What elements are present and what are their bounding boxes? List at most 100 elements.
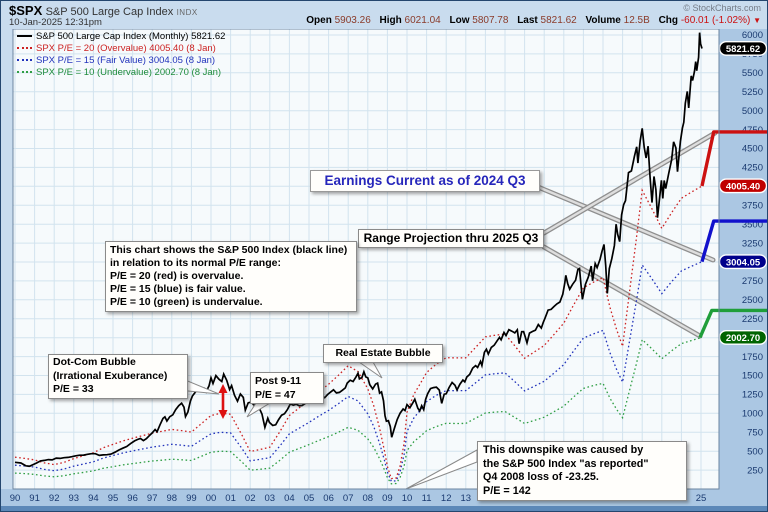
y-tick-label: 4250: [742, 163, 763, 174]
y-tick-label: 5500: [742, 68, 763, 79]
high-label: High: [379, 15, 402, 26]
y-tick-label: 1000: [742, 409, 763, 420]
legend-text: S&P 500 Large Cap Index (Monthly) 5821.6…: [36, 31, 226, 42]
y-tick-label: 2250: [742, 314, 763, 325]
x-tick-label: 11: [422, 493, 432, 504]
annotation-line: Dot-Com Bubble: [53, 356, 136, 368]
price-pill-label: 5821.62: [726, 44, 760, 55]
low-label: Low: [449, 15, 470, 26]
x-tick-label: 04: [284, 493, 295, 504]
series-line-3: [14, 336, 703, 485]
y-tick-label: 5000: [742, 106, 763, 117]
pe-explainer-annotation: This chart shows the S&P 500 Index (blac…: [105, 241, 357, 312]
annotation-line: P/E = 20 (red) is overvalue.: [110, 270, 244, 282]
x-tick-label: 02: [245, 493, 256, 504]
y-tick-label: 5250: [742, 87, 763, 98]
earnings-annotation: Earnings Current as of 2024 Q3: [310, 170, 540, 192]
annotation-line: P/E = 15 (blue) is fair value.: [110, 283, 246, 295]
symbol: $SPX: [9, 3, 43, 18]
left-margin: [1, 29, 13, 489]
open-value: 5903.26: [334, 15, 371, 26]
solid-line-swatch-icon: [17, 35, 32, 38]
y-tick-label: 1500: [742, 371, 763, 382]
legend-text: SPX P/E = 20 (Overvalue) 4005.40 (8 Jan): [36, 43, 216, 54]
chart-legend: S&P 500 Large Cap Index (Monthly) 5821.6…: [17, 31, 225, 79]
x-tick-label: 07: [343, 493, 354, 504]
last-value: 5821.62: [540, 15, 577, 26]
annotation-line: (Irrational Exuberance): [53, 369, 168, 382]
x-tick-label: 00: [206, 493, 217, 504]
y-tick-label: 2750: [742, 276, 763, 287]
x-tick-label: 97: [147, 493, 158, 504]
annotation-line: P/E = 10 (green) is undervalue.: [110, 296, 263, 308]
symbol-name: S&P 500 Large Cap Index: [45, 6, 174, 18]
x-tick-label: 06: [323, 493, 334, 504]
x-tick-label: 08: [363, 493, 374, 504]
x-tick-label: 25: [696, 493, 707, 504]
dotted-line-swatch-icon: [17, 71, 32, 74]
dotted-line-swatch-icon: [17, 47, 32, 50]
y-tick-label: 3750: [742, 200, 763, 211]
projection-line-0: [700, 130, 767, 187]
x-tick-label: 95: [108, 493, 119, 504]
x-tick-label: 91: [29, 493, 40, 504]
volume-label: Volume: [585, 15, 621, 26]
symbol-title: $SPX S&P 500 Large Cap Index INDX: [9, 3, 198, 18]
x-tick-label: 90: [10, 493, 21, 504]
low-value: 5807.78: [472, 15, 509, 26]
annotation-line: P/E = 142: [483, 484, 531, 497]
quote-bar: Open 5903.26 High 6021.04 Low 5807.78 La…: [300, 15, 761, 26]
downspike-annotation: This downspike was caused by the S&P 500…: [477, 441, 687, 501]
annotation-line: Post 9-11: [255, 375, 302, 387]
price-pill-label: 3004.05: [726, 257, 761, 268]
open-label: Open: [306, 15, 332, 26]
legend-text: SPX P/E = 15 (Fair Value) 3004.05 (8 Jan…: [36, 55, 216, 66]
dotcom-bubble-annotation: Dot-Com Bubble (Irrational Exuberance) P…: [48, 354, 188, 399]
x-tick-label: 03: [265, 493, 276, 504]
annotation-line: P/E = 47: [255, 389, 296, 401]
x-tick-label: 12: [441, 493, 452, 504]
x-tick-label: 94: [88, 493, 99, 504]
dotted-line-swatch-icon: [17, 59, 32, 62]
volume-value: 12.5B: [623, 15, 650, 26]
x-tick-label: 92: [49, 493, 60, 504]
y-tick-label: 3250: [742, 238, 763, 249]
chart-datetime: 10-Jan-2025 12:31pm: [9, 17, 102, 28]
projection-line-1: [700, 219, 767, 263]
legend-text: SPX P/E = 10 (Undervalue) 2002.70 (8 Jan…: [36, 67, 222, 78]
x-tick-label: 10: [402, 493, 413, 504]
decline-arrow-icon: [218, 384, 228, 419]
annotation-line: This downspike was caused by: [483, 444, 644, 456]
y-tick-label: 250: [747, 465, 763, 476]
x-tick-label: 93: [69, 493, 80, 504]
annotation-line: in relation to its normal P/E range:: [110, 257, 281, 269]
annotation-line: This chart shows the S&P 500 Index (blac…: [110, 244, 348, 256]
chg-value: -60.01 (-1.02%): [680, 15, 751, 26]
price-pill-label: 4005.40: [726, 182, 760, 193]
y-tick-label: 3500: [742, 219, 763, 230]
stockcharts-watermark: © StockCharts.com: [683, 3, 761, 13]
legend-item-pe20: SPX P/E = 20 (Overvalue) 4005.40 (8 Jan): [17, 43, 225, 55]
last-label: Last: [517, 15, 538, 26]
bottom-border-bar: [1, 506, 767, 511]
x-tick-label: 09: [382, 493, 393, 504]
high-value: 6021.04: [404, 15, 441, 26]
x-tick-label: 99: [186, 493, 197, 504]
y-tick-label: 500: [747, 446, 763, 457]
annotation-line: the S&P 500 Index "as reported": [483, 457, 649, 470]
x-tick-label: 13: [461, 493, 472, 504]
x-tick-label: 98: [167, 493, 178, 504]
x-tick-label: 05: [304, 493, 315, 504]
chg-dropdown-arrow-icon[interactable]: ▼: [753, 16, 761, 25]
price-pill-label: 2002.70: [726, 333, 760, 344]
range-projection-annotation: Range Projection thru 2025 Q3: [358, 229, 544, 248]
projection-line-2: [698, 308, 767, 339]
y-tick-label: 4500: [742, 144, 763, 155]
x-tick-label: 01: [225, 493, 236, 504]
y-tick-label: 6000: [742, 30, 763, 41]
series-line-2: [14, 261, 703, 482]
real-estate-bubble-annotation: Real Estate Bubble: [323, 344, 443, 363]
post-911-annotation: Post 9-11 P/E = 47: [250, 372, 324, 404]
